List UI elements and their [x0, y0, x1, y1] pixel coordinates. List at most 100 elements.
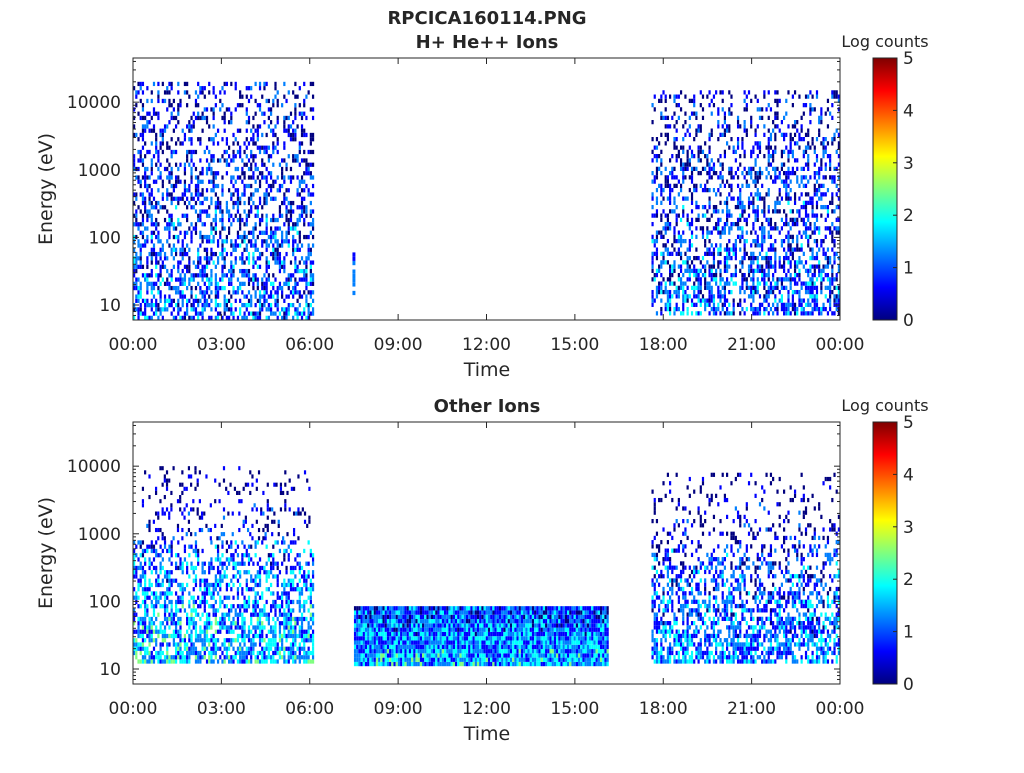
spectrogram-cell — [259, 621, 261, 625]
spectrogram-cell — [162, 205, 164, 209]
spectrogram-cell — [733, 307, 735, 311]
spectrogram-cell — [239, 647, 241, 651]
spectrogram-cell — [312, 299, 314, 303]
spectrogram-cell — [288, 608, 290, 612]
spectrogram-cell — [301, 124, 303, 128]
spectrogram-cell — [270, 566, 272, 570]
spectrogram-cell — [691, 196, 693, 200]
spectrogram-cell — [722, 294, 724, 298]
spectrogram-cell — [717, 188, 719, 192]
spectrogram-cell — [737, 146, 739, 150]
spectrogram-cell — [285, 625, 287, 629]
spectrogram-cell — [224, 256, 226, 260]
spectrogram-cell — [151, 299, 153, 303]
spectrogram-cell — [168, 587, 170, 591]
spectrogram-cell — [281, 583, 283, 587]
spectrogram-cell — [836, 294, 838, 298]
spectrogram-cell — [820, 141, 822, 145]
spectrogram-cell — [790, 264, 792, 268]
spectrogram-cell — [257, 137, 259, 141]
spectrogram-cell — [739, 196, 741, 200]
spectrogram-cell — [812, 298, 814, 302]
spectrogram-cell — [210, 180, 212, 184]
spectrogram-cell — [807, 146, 809, 150]
spectrogram-cell — [301, 604, 303, 608]
spectrogram-cell — [151, 617, 153, 621]
spectrogram-cell — [792, 307, 794, 311]
spectrogram-cell — [704, 277, 706, 281]
spectrogram-cell — [157, 158, 159, 162]
spectrogram-cell — [151, 604, 153, 608]
spectrogram-cell — [682, 294, 684, 298]
spectrogram-cell — [281, 316, 283, 320]
spectrogram-cell — [700, 103, 702, 107]
spectrogram-cell — [213, 634, 215, 638]
spectrogram-cell — [148, 545, 150, 549]
spectrogram-cell — [279, 613, 281, 617]
spectrogram-cell — [272, 231, 274, 235]
spectrogram-cell — [188, 647, 190, 651]
spectrogram-cell — [261, 294, 263, 298]
spectrogram-cell — [266, 239, 268, 243]
spectrogram-cell — [206, 167, 208, 171]
spectrogram-cell — [833, 252, 835, 256]
spectrogram-cell — [135, 256, 137, 260]
spectrogram-cell — [157, 239, 159, 243]
spectrogram-cell — [184, 201, 186, 205]
spectrogram-cell — [239, 613, 241, 617]
spectrogram-cell — [294, 630, 296, 634]
spectrogram-cell — [199, 604, 201, 608]
spectrogram-cell — [142, 90, 144, 94]
spectrogram-cell — [812, 107, 814, 111]
spectrogram-cell — [255, 600, 257, 604]
spectrogram-cell — [722, 303, 724, 307]
spectrogram-cell — [230, 197, 232, 201]
spectrogram-cell — [171, 184, 173, 188]
spectrogram-cell — [204, 647, 206, 651]
spectrogram-cell — [807, 158, 809, 162]
spectrogram-cell — [803, 167, 805, 171]
spectrogram-cell — [724, 222, 726, 226]
spectrogram-cell — [232, 621, 234, 625]
spectrogram-cell — [272, 180, 274, 184]
spectrogram-cell — [193, 299, 195, 303]
spectrogram-cell — [667, 290, 669, 294]
spectrogram-cell — [744, 243, 746, 247]
spectrogram-cell — [831, 247, 833, 251]
spectrogram-cell — [279, 630, 281, 634]
spectrogram-cell — [261, 282, 263, 286]
spectrogram-cell — [726, 269, 728, 273]
spectrogram-cell — [660, 150, 662, 154]
spectrogram-cell — [140, 630, 142, 634]
spectrogram-cell — [241, 591, 243, 595]
spectrogram-cell — [303, 307, 305, 311]
spectrogram-cell — [257, 286, 259, 290]
spectrogram-cell — [195, 294, 197, 298]
spectrogram-cell — [204, 634, 206, 638]
spectrogram-cell — [272, 248, 274, 252]
spectrogram-cell — [305, 299, 307, 303]
spectrogram-cell — [792, 95, 794, 99]
spectrogram-cell — [735, 247, 737, 251]
spectrogram-cell — [237, 192, 239, 196]
spectrogram-cell — [765, 146, 767, 150]
spectrogram-cell — [175, 248, 177, 252]
spectrogram-cell — [226, 205, 228, 209]
spectrogram-cell — [232, 583, 234, 587]
spectrogram-cell — [197, 252, 199, 256]
spectrogram-cell — [763, 298, 765, 302]
spectrogram-cell — [261, 630, 263, 634]
spectrogram-cell — [680, 311, 682, 315]
spectrogram-cell — [281, 307, 283, 311]
spectrogram-cell — [728, 264, 730, 268]
spectrogram-cell — [246, 269, 248, 273]
spectrogram-cell — [204, 235, 206, 239]
spectrogram-cell — [673, 230, 675, 234]
spectrogram-cell — [288, 277, 290, 281]
spectrogram-cell — [201, 129, 203, 133]
spectrogram-cell — [239, 146, 241, 150]
spectrogram-cell — [148, 112, 150, 116]
spectrogram-cell — [272, 218, 274, 222]
spectrogram-cell — [259, 299, 261, 303]
spectrogram-cell — [680, 218, 682, 222]
